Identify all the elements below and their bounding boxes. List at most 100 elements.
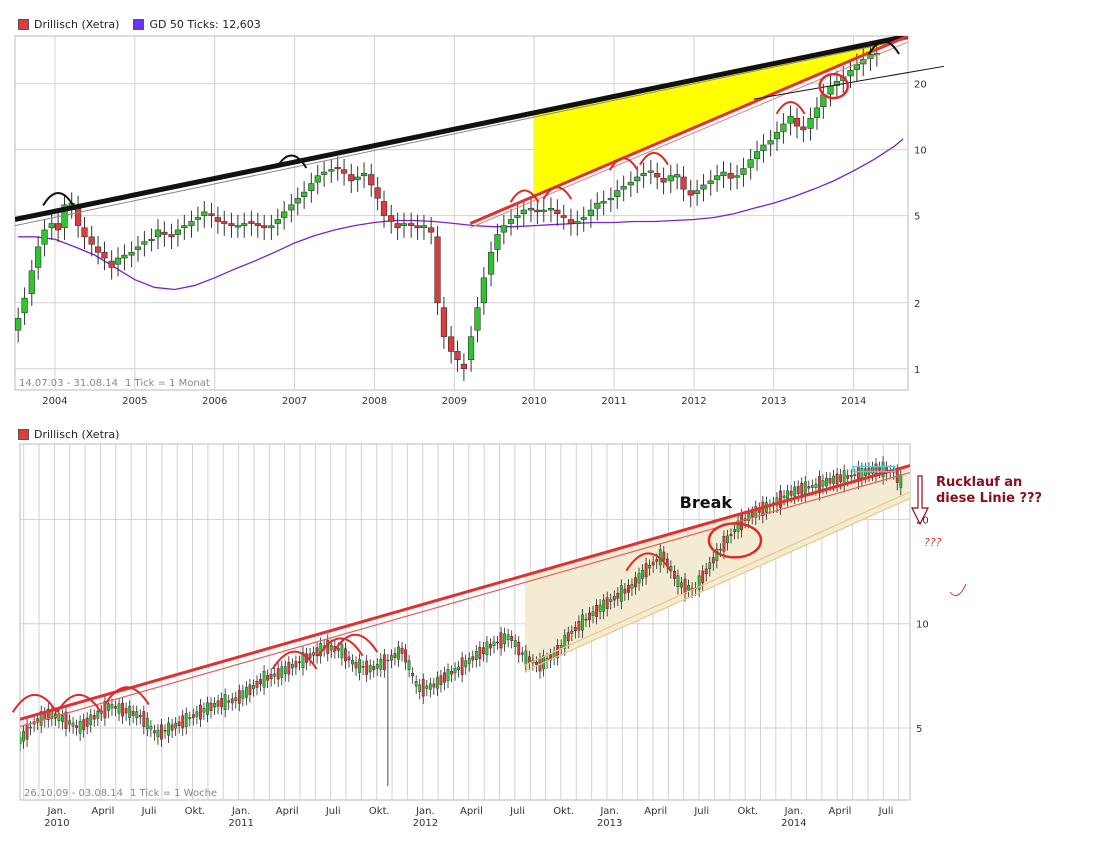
- legend-swatch-red: [18, 19, 29, 30]
- candlestick: [101, 251, 108, 259]
- peak-arc-red: [775, 100, 806, 115]
- weekly-candlestick: [244, 686, 248, 698]
- weekly-candlestick: [114, 706, 117, 709]
- x-tick-label: Juli: [141, 806, 157, 817]
- x-tick-label: 2012: [681, 396, 706, 407]
- weekly-candlestick: [29, 726, 33, 729]
- candlestick: [55, 223, 62, 231]
- weekly-candlestick: [425, 685, 429, 689]
- candlestick: [567, 219, 575, 224]
- weekly-candlestick: [623, 588, 627, 594]
- candlestick: [560, 215, 567, 218]
- weekly-candlestick: [634, 577, 637, 588]
- candlestick: [400, 223, 408, 226]
- candlestick: [747, 159, 754, 168]
- candlestick: [348, 174, 355, 182]
- weekly-candlestick: [733, 529, 736, 532]
- weekly-candlestick: [736, 520, 740, 532]
- weekly-candlestick: [340, 644, 344, 659]
- weekly-candlestick: [259, 679, 262, 685]
- candlestick: [374, 187, 381, 199]
- candlestick: [807, 117, 814, 129]
- legend-item-price-bottom: Drillisch (Xetra): [18, 428, 119, 441]
- candlestick: [494, 234, 501, 250]
- legend-label-price: Drillisch (Xetra): [34, 18, 120, 31]
- candlestick: [694, 190, 701, 194]
- chart-panel-0: 1 2 5 10 20 2004 2005 2006 2007 2008 2009 2010 2011 2…: [14, 35, 945, 407]
- weekly-candlestick: [351, 659, 354, 665]
- weekly-candlestick: [269, 673, 273, 680]
- weekly-candlestick: [715, 548, 719, 561]
- tick-size-label: 1 Tick = 1 Monat: [125, 378, 210, 389]
- peak-arc-red: [608, 157, 639, 171]
- candlestick: [181, 225, 188, 229]
- weekly-candlestick: [506, 634, 510, 640]
- thin-resistance-line: [15, 38, 908, 227]
- candlestick: [328, 169, 335, 172]
- candlestick: [268, 225, 275, 229]
- weekly-candlestick: [358, 659, 361, 673]
- weekly-candlestick: [213, 703, 216, 708]
- candlestick: [434, 236, 441, 304]
- weekly-candlestick: [644, 563, 648, 578]
- x-tick-label: April: [829, 806, 852, 817]
- short-trendline: [753, 65, 945, 100]
- weekly-candlestick: [209, 702, 213, 711]
- weekly-candlestick: [878, 467, 881, 471]
- x-tick-label: Okt.: [369, 806, 390, 817]
- weekly-candlestick: [160, 724, 163, 740]
- candlestick: [208, 213, 215, 216]
- weekly-candlestick: [825, 477, 828, 487]
- candlestick: [241, 223, 248, 226]
- candlestick: [194, 217, 202, 220]
- weekly-candlestick: [492, 641, 496, 647]
- x-tick-label: 2010: [521, 396, 546, 407]
- weekly-candlestick: [191, 714, 195, 718]
- weekly-candlestick: [347, 656, 351, 661]
- weekly-candlestick: [138, 715, 142, 717]
- weekly-candlestick: [453, 667, 457, 674]
- weekly-candlestick: [315, 647, 319, 657]
- x-tick-label: 2006: [202, 396, 227, 407]
- weekly-candlestick: [637, 573, 641, 584]
- weekly-candlestick: [216, 700, 220, 707]
- peak-arc-red: [639, 151, 669, 166]
- weekly-candlestick: [789, 490, 793, 496]
- weekly-candlestick: [188, 717, 192, 719]
- x-tick-label: 2009: [442, 396, 467, 407]
- weekly-candlestick: [577, 621, 581, 631]
- x-tick-label: 2013: [761, 396, 786, 407]
- candlestick: [314, 175, 321, 183]
- weekly-candlestick: [676, 575, 680, 587]
- y-tick-label: 10: [916, 620, 929, 631]
- weekly-candlestick: [570, 630, 574, 634]
- candlestick: [733, 175, 741, 178]
- candlestick: [680, 176, 687, 190]
- weekly-candlestick: [107, 703, 110, 711]
- weekly-candlestick: [683, 578, 687, 594]
- weekly-candlestick: [103, 701, 107, 719]
- candlestick: [234, 225, 241, 228]
- candlestick: [460, 363, 467, 370]
- peak-arc-red-bottom: [625, 552, 672, 572]
- weekly-candlestick: [687, 585, 690, 591]
- weekly-candlestick: [489, 643, 492, 649]
- candlestick: [787, 115, 794, 124]
- x-tick-label: Juli: [325, 806, 341, 817]
- weekly-candlestick: [708, 562, 712, 569]
- weekly-candlestick: [336, 648, 340, 651]
- weekly-candlestick: [184, 713, 188, 727]
- candlestick: [487, 251, 495, 275]
- candlestick: [800, 126, 807, 131]
- legend-swatch-purple: [133, 19, 145, 30]
- y-tick-label: 1: [914, 365, 920, 376]
- weekly-candlestick: [871, 467, 874, 474]
- weekly-candlestick: [407, 660, 411, 670]
- peak-arc-red: [509, 189, 540, 203]
- weekly-candlestick: [181, 715, 185, 729]
- x-tick-label: Jan.: [784, 806, 804, 817]
- candlestick: [81, 227, 88, 238]
- candlestick: [28, 270, 35, 295]
- peak-arc-red: [542, 186, 573, 200]
- weekly-candlestick: [22, 730, 25, 742]
